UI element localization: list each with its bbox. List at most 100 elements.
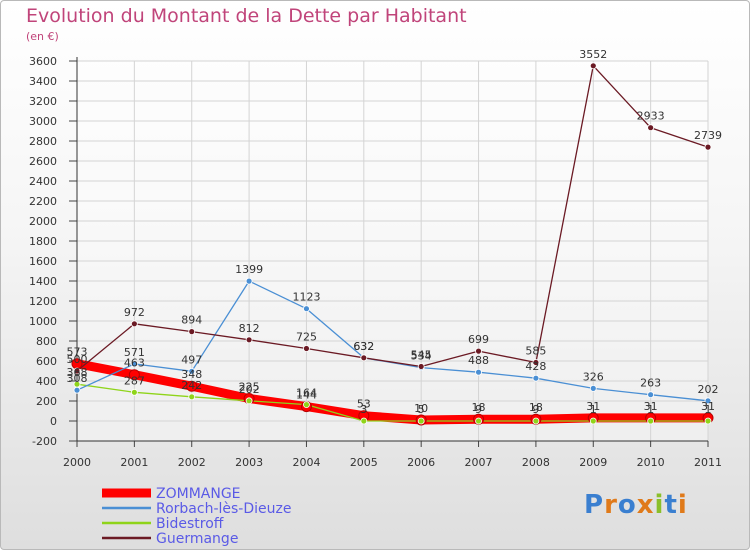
data-label: 463: [124, 357, 145, 370]
data-label: 573: [67, 346, 88, 359]
data-label: 894: [181, 314, 202, 327]
data-point: [360, 417, 368, 425]
data-point: [245, 277, 253, 285]
data-label: 225: [239, 381, 260, 394]
data-label: 31: [586, 400, 600, 413]
data-label: 164: [296, 387, 317, 400]
series-line-3: [76, 65, 709, 372]
data-point: [73, 386, 81, 394]
legend-label: ZOMMANGE: [156, 486, 241, 502]
x-tick-label: 2011: [694, 456, 722, 469]
y-tick-label: 3600: [29, 55, 57, 68]
data-point: [360, 354, 368, 362]
x-tick-label: 2010: [637, 456, 665, 469]
data-label: 545: [411, 349, 432, 362]
x-tick-label: 2006: [407, 456, 435, 469]
data-point: [475, 368, 482, 376]
data-label: 972: [124, 306, 145, 319]
data-point: [704, 143, 712, 151]
data-point: [130, 360, 138, 368]
data-point: [589, 417, 597, 425]
data-point: [532, 374, 540, 382]
x-tick-label: 2004: [292, 456, 320, 469]
y-tick-label: 2000: [29, 215, 57, 228]
data-point: [532, 417, 540, 425]
y-tick-label: 2400: [29, 175, 57, 188]
y-tick-label: 400: [36, 375, 57, 388]
data-label: 500: [67, 353, 88, 366]
data-label: 632: [353, 340, 374, 353]
y-tick-label: 3000: [29, 115, 57, 128]
data-point: [245, 336, 253, 344]
y-tick-label: 2200: [29, 195, 57, 208]
data-point: [647, 124, 655, 132]
data-point: [532, 359, 540, 366]
y-tick-label: 800: [36, 335, 57, 348]
data-label: 571: [124, 346, 145, 359]
data-label: 632: [353, 340, 374, 353]
data-point: [647, 391, 655, 399]
data-label: 31: [701, 400, 715, 413]
data-label: 534: [411, 350, 432, 363]
data-label: 202: [239, 383, 260, 396]
unit-label: (en €): [26, 30, 59, 43]
data-label: 9: [532, 403, 539, 416]
data-label: 18: [472, 401, 486, 414]
legend-label: Guermange: [156, 531, 238, 547]
data-label: 368: [67, 366, 88, 379]
y-tick-label: 2600: [29, 155, 57, 168]
y-tick-label: 0: [50, 415, 57, 428]
data-label: 812: [239, 322, 260, 335]
data-point: [303, 345, 310, 352]
series-line-0: [72, 359, 713, 425]
data-point: [417, 417, 425, 425]
data-point: [704, 417, 712, 425]
x-tick-label: 2009: [579, 456, 607, 469]
data-label: 242: [181, 379, 202, 392]
y-tick-label: 1800: [29, 235, 57, 248]
data-point: [130, 388, 138, 396]
data-label: 348: [181, 368, 202, 381]
data-label: 10: [414, 402, 428, 415]
data-point: [589, 384, 597, 392]
y-tick-label: 1600: [29, 255, 57, 268]
data-label: 1: [705, 403, 712, 416]
x-tick-label: 2008: [522, 456, 550, 469]
data-label: 2933: [637, 110, 665, 123]
data-point: [589, 62, 597, 70]
data-point: [188, 328, 196, 336]
data-label: 18: [529, 401, 543, 414]
y-tick-label: 200: [36, 395, 57, 408]
data-point: [186, 380, 198, 392]
data-label: 488: [468, 354, 489, 367]
data-point: [704, 397, 712, 405]
data-point: [128, 369, 140, 381]
y-tick-label: -200: [32, 435, 57, 448]
y-tick-label: 1400: [29, 275, 57, 288]
y-tick-label: 1000: [29, 315, 57, 328]
data-label: 202: [698, 383, 719, 396]
x-tick-label: 2003: [235, 456, 263, 469]
x-tick-label: 2000: [63, 456, 91, 469]
data-label: 1399: [235, 263, 263, 276]
x-tick-label: 2002: [178, 456, 206, 469]
series-line-2: [76, 383, 709, 422]
data-label: 287: [124, 374, 145, 387]
data-label: 3552: [579, 48, 607, 61]
data-label: 9: [475, 403, 482, 416]
data-label: 263: [640, 377, 661, 390]
data-label: 2739: [694, 129, 722, 142]
data-point: [188, 367, 196, 375]
chart-title: Evolution du Montant de la Dette par Hab…: [26, 5, 467, 27]
data-point: [417, 363, 425, 370]
data-label: 699: [468, 333, 489, 346]
y-tick-label: 3200: [29, 95, 57, 108]
data-point: [303, 305, 310, 313]
data-label: 144: [296, 389, 317, 402]
legend-label: Bidestroff: [156, 516, 224, 532]
legend-label: Rorbach-lès-Dieuze: [156, 501, 291, 517]
data-point: [475, 347, 482, 355]
data-label: 31: [644, 400, 658, 413]
